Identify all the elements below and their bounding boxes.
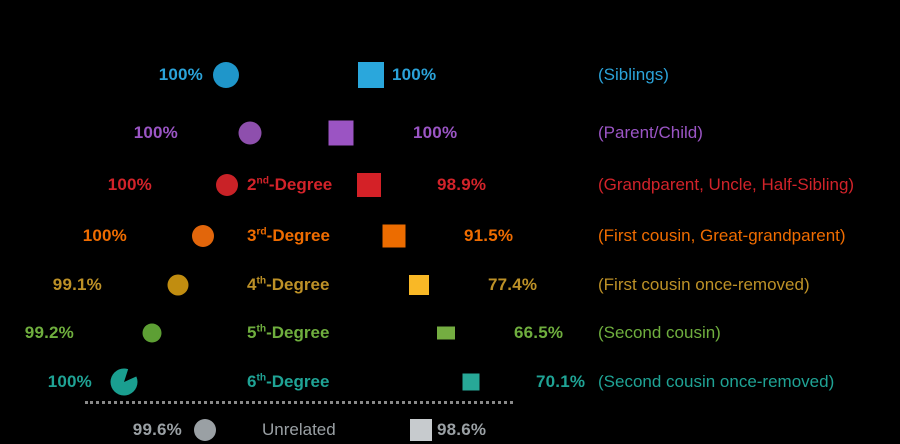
degree-ordinal-suffix: th	[256, 372, 267, 384]
relation-label: (Second cousin)	[598, 323, 721, 342]
degree-text: -Degree	[268, 175, 333, 194]
circle-marker	[194, 419, 216, 441]
degree-number: 6	[247, 372, 257, 391]
circle-marker	[110, 368, 138, 396]
right-percentage: 98.9%	[437, 175, 487, 194]
degree-text: -Degree	[266, 323, 330, 342]
degree-label: 4th-Degree	[247, 275, 329, 295]
degree-ordinal-suffix: rd	[256, 226, 267, 238]
degree-number: 3	[247, 226, 257, 245]
degree-text: -Degree	[266, 226, 330, 245]
relation-label: (Second cousin once-removed)	[598, 372, 835, 391]
degree-text: -Degree	[266, 372, 330, 391]
square-marker	[409, 275, 429, 295]
relation-label: (Grandparent, Uncle, Half-Sibling)	[598, 175, 855, 194]
degree-ordinal-suffix: th	[256, 323, 267, 335]
square-marker	[357, 173, 381, 197]
square-marker	[410, 419, 432, 441]
square-marker	[462, 373, 480, 391]
circle-marker	[192, 225, 214, 247]
right-percentage: 91.5%	[464, 226, 514, 245]
square-marker	[437, 326, 455, 340]
relation-label: (Parent/Child)	[598, 123, 703, 142]
circle-marker	[213, 62, 239, 88]
right-percentage: 70.1%	[536, 372, 586, 391]
degree-number: 5	[247, 323, 257, 342]
left-percentage: 100%	[158, 65, 203, 84]
degree-label: Unrelated	[262, 420, 336, 440]
degree-label: 2nd-Degree	[247, 175, 332, 195]
degree-text: Unrelated	[262, 420, 336, 439]
right-percentage: 77.4%	[488, 275, 538, 294]
right-percentage: 100%	[413, 123, 458, 142]
degree-number: 2	[247, 175, 257, 194]
right-percentage: 98.6%	[437, 420, 487, 439]
divider-dotted-line	[85, 401, 513, 404]
degree-ordinal-suffix: nd	[256, 175, 269, 187]
left-percentage: 100%	[107, 175, 152, 194]
square-marker	[382, 224, 406, 248]
left-percentage: 99.1%	[52, 275, 102, 294]
degree-ordinal-suffix: th	[256, 275, 267, 287]
left-percentage: 99.2%	[24, 323, 74, 342]
left-percentage: 100%	[82, 226, 127, 245]
degree-text: -Degree	[266, 275, 330, 294]
right-percentage: 66.5%	[514, 323, 564, 342]
circle-notch	[124, 368, 138, 382]
square-marker	[328, 120, 354, 146]
square-marker	[358, 62, 384, 88]
circle-marker	[167, 274, 189, 296]
left-percentage: 100%	[47, 372, 92, 391]
relation-label: (Siblings)	[598, 65, 669, 84]
degree-label: 6th-Degree	[247, 372, 329, 392]
degree-label: 5th-Degree	[247, 323, 329, 343]
circle-marker	[142, 323, 162, 343]
circle-marker	[216, 174, 238, 196]
degree-number: 4	[247, 275, 257, 294]
right-percentage: 100%	[392, 65, 437, 84]
relation-label: (First cousin once-removed)	[598, 275, 810, 294]
left-percentage: 99.6%	[132, 420, 182, 439]
left-percentage: 100%	[133, 123, 178, 142]
degree-label: 3rd-Degree	[247, 226, 330, 246]
relation-label: (First cousin, Great-grandparent)	[598, 226, 846, 245]
circle-marker	[238, 121, 262, 145]
